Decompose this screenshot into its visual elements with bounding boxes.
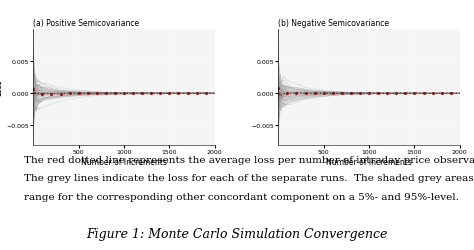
Text: The grey lines indicate the loss for each of the separate runs.  The shaded grey: The grey lines indicate the loss for eac… <box>24 174 474 183</box>
Text: range for the corresponding other concordant component on a 5%- and 95%-level.: range for the corresponding other concor… <box>24 192 458 202</box>
X-axis label: Number of Increments: Number of Increments <box>81 157 167 166</box>
Text: (a) Positive Semicovariance: (a) Positive Semicovariance <box>33 19 139 28</box>
Y-axis label: Loss: Loss <box>0 79 3 96</box>
Text: The red dotted line represents the average loss per number of intraday price obs: The red dotted line represents the avera… <box>24 155 474 164</box>
Text: (b) Negative Semicovariance: (b) Negative Semicovariance <box>278 19 389 28</box>
X-axis label: Number of Increments: Number of Increments <box>326 157 412 166</box>
Text: Figure 1: Monte Carlo Simulation Convergence: Figure 1: Monte Carlo Simulation Converg… <box>86 227 388 240</box>
